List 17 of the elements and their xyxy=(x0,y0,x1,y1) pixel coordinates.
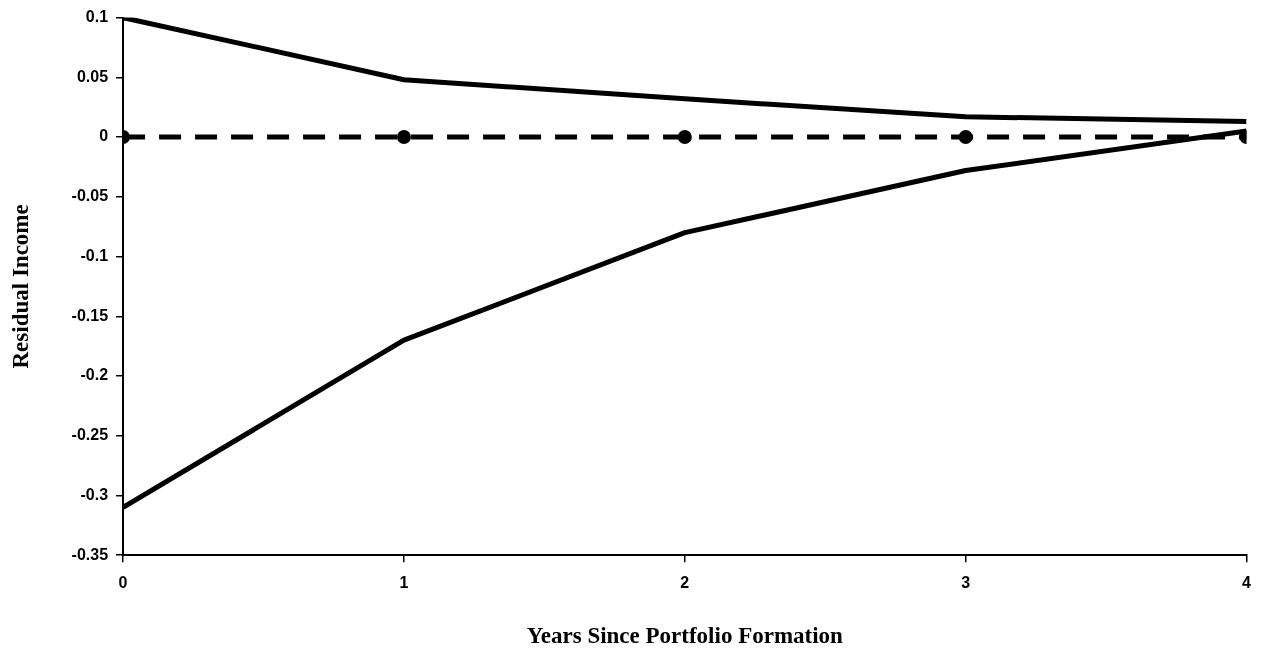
y-axis-title: Residual Income xyxy=(7,204,33,369)
y-tick-label: -0.3 xyxy=(80,485,109,503)
x-tick-label: 0 xyxy=(118,574,128,592)
y-tick-label: 0 xyxy=(99,127,109,145)
x-tick-label: 4 xyxy=(1242,574,1252,592)
y-tick-label: -0.1 xyxy=(80,246,109,264)
y-tick-label: -0.15 xyxy=(71,306,109,324)
y-tick-label: -0.35 xyxy=(71,545,109,563)
x-tick-label: 3 xyxy=(961,574,971,592)
y-tick-label: -0.05 xyxy=(71,187,109,205)
x-tick-label: 2 xyxy=(680,574,690,592)
y-tick-label: 0.1 xyxy=(85,8,109,26)
x-tick-label: 1 xyxy=(399,574,409,592)
x-axis-title: Years Since Portfolio Formation xyxy=(526,623,844,649)
y-tick-label: -0.2 xyxy=(80,366,109,384)
y-tick-label: -0.25 xyxy=(71,426,109,444)
y-tick-label: 0.05 xyxy=(76,67,109,85)
